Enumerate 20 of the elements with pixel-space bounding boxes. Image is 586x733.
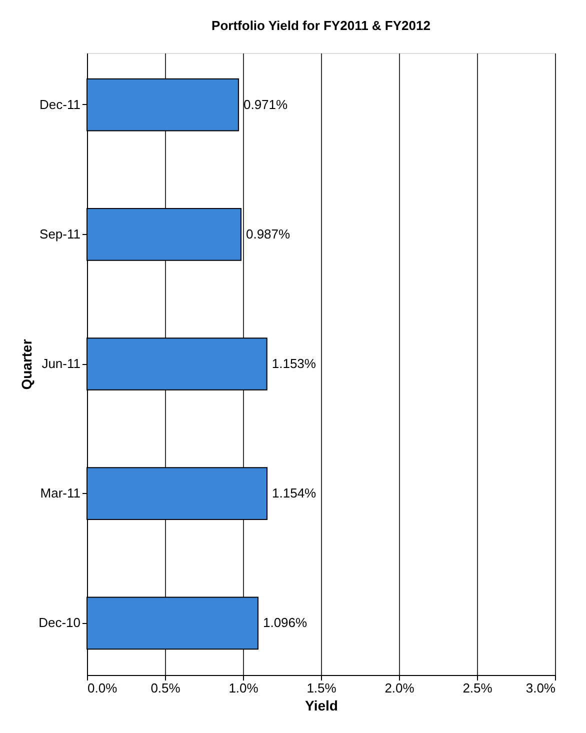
data-label: 1.154% [272, 486, 317, 501]
y-axis-title: Quarter [18, 338, 35, 390]
data-label: 1.153% [272, 356, 316, 371]
data-label: 0.971% [243, 96, 288, 112]
data-label: 0.987% [246, 226, 291, 242]
x-axis-title: Yield [305, 698, 338, 714]
x-tick-label: 0.5% [150, 680, 181, 696]
data-label: 1.096% [262, 615, 308, 630]
chart-title: Portfolio Yield for FY2011 & FY2012 [212, 18, 430, 33]
y-tick-label: Mar-11 [40, 486, 80, 501]
x-tick-label: 0.0% [88, 680, 118, 696]
x-tick-label: 2.5% [462, 680, 493, 696]
y-tick-label: Dec-11 [40, 96, 80, 112]
x-tick-label: 1.5% [306, 680, 337, 696]
x-tick-label: 2.0% [384, 680, 415, 696]
x-tick-label: 1.0% [228, 680, 259, 696]
y-tick-label: Jun-11 [42, 356, 80, 371]
x-tick-label: 3.0% [526, 680, 556, 696]
y-tick-label: Sep-11 [40, 226, 80, 242]
y-tick-label: Dec-10 [38, 615, 80, 630]
